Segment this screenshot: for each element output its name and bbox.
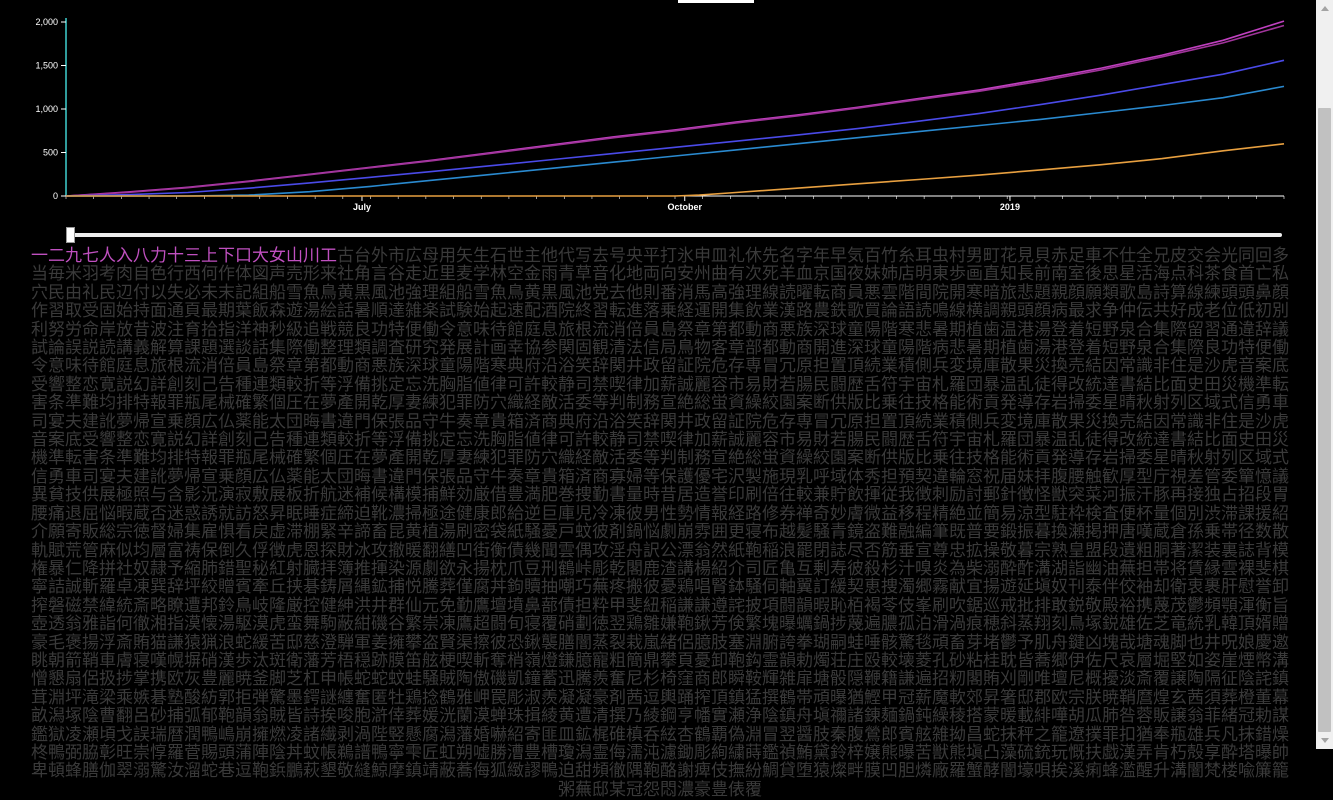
x-tick-label: July: [353, 202, 371, 212]
x-tick-label: 2019: [1000, 202, 1020, 212]
series-line-1: [65, 20, 1285, 197]
chart-axes: 0 500 1,000 1,500 2,000 July October 2019: [35, 17, 1285, 212]
top-tab-indicator[interactable]: [678, 0, 754, 3]
y-tick-label: 1,000: [35, 104, 58, 114]
x-tick-label: October: [667, 202, 702, 212]
date-range-slider-handle[interactable]: [66, 227, 75, 243]
series-line-2: [65, 24, 1285, 197]
series-line-4: [66, 85, 1285, 197]
y-tick-label: 500: [43, 148, 58, 158]
series-line-5: [66, 143, 1285, 197]
scroll-up-arrow-icon[interactable]: [1321, 6, 1329, 11]
chart-series: [65, 20, 1285, 197]
y-tick-label: 0: [53, 191, 58, 201]
known-kanji: 一二九七人入八力十三上下口大女山川工: [31, 246, 337, 266]
series-line-3: [65, 59, 1285, 197]
scroll-thumb[interactable]: [1318, 108, 1331, 732]
scroll-down-arrow-icon[interactable]: [1321, 738, 1329, 743]
date-range-slider-track[interactable]: [70, 233, 1282, 237]
vertical-scrollbar[interactable]: [1316, 0, 1333, 749]
remaining-kanji: 古台外市広母用矢生石世主他代写去号央平打氷申皿礼休先名字年早気百竹糸耳虫村男町花…: [31, 246, 1289, 800]
y-tick-label: 1,500: [35, 61, 58, 71]
kanji-grid: 一二九七人入八力十三上下口大女山川工古台外市広母用矢生石世主他代写去号央平打氷申…: [28, 247, 1292, 799]
progress-chart: 0 500 1,000 1,500 2,000 July October 2019: [35, 17, 1285, 212]
y-tick-label: 2,000: [35, 17, 58, 27]
